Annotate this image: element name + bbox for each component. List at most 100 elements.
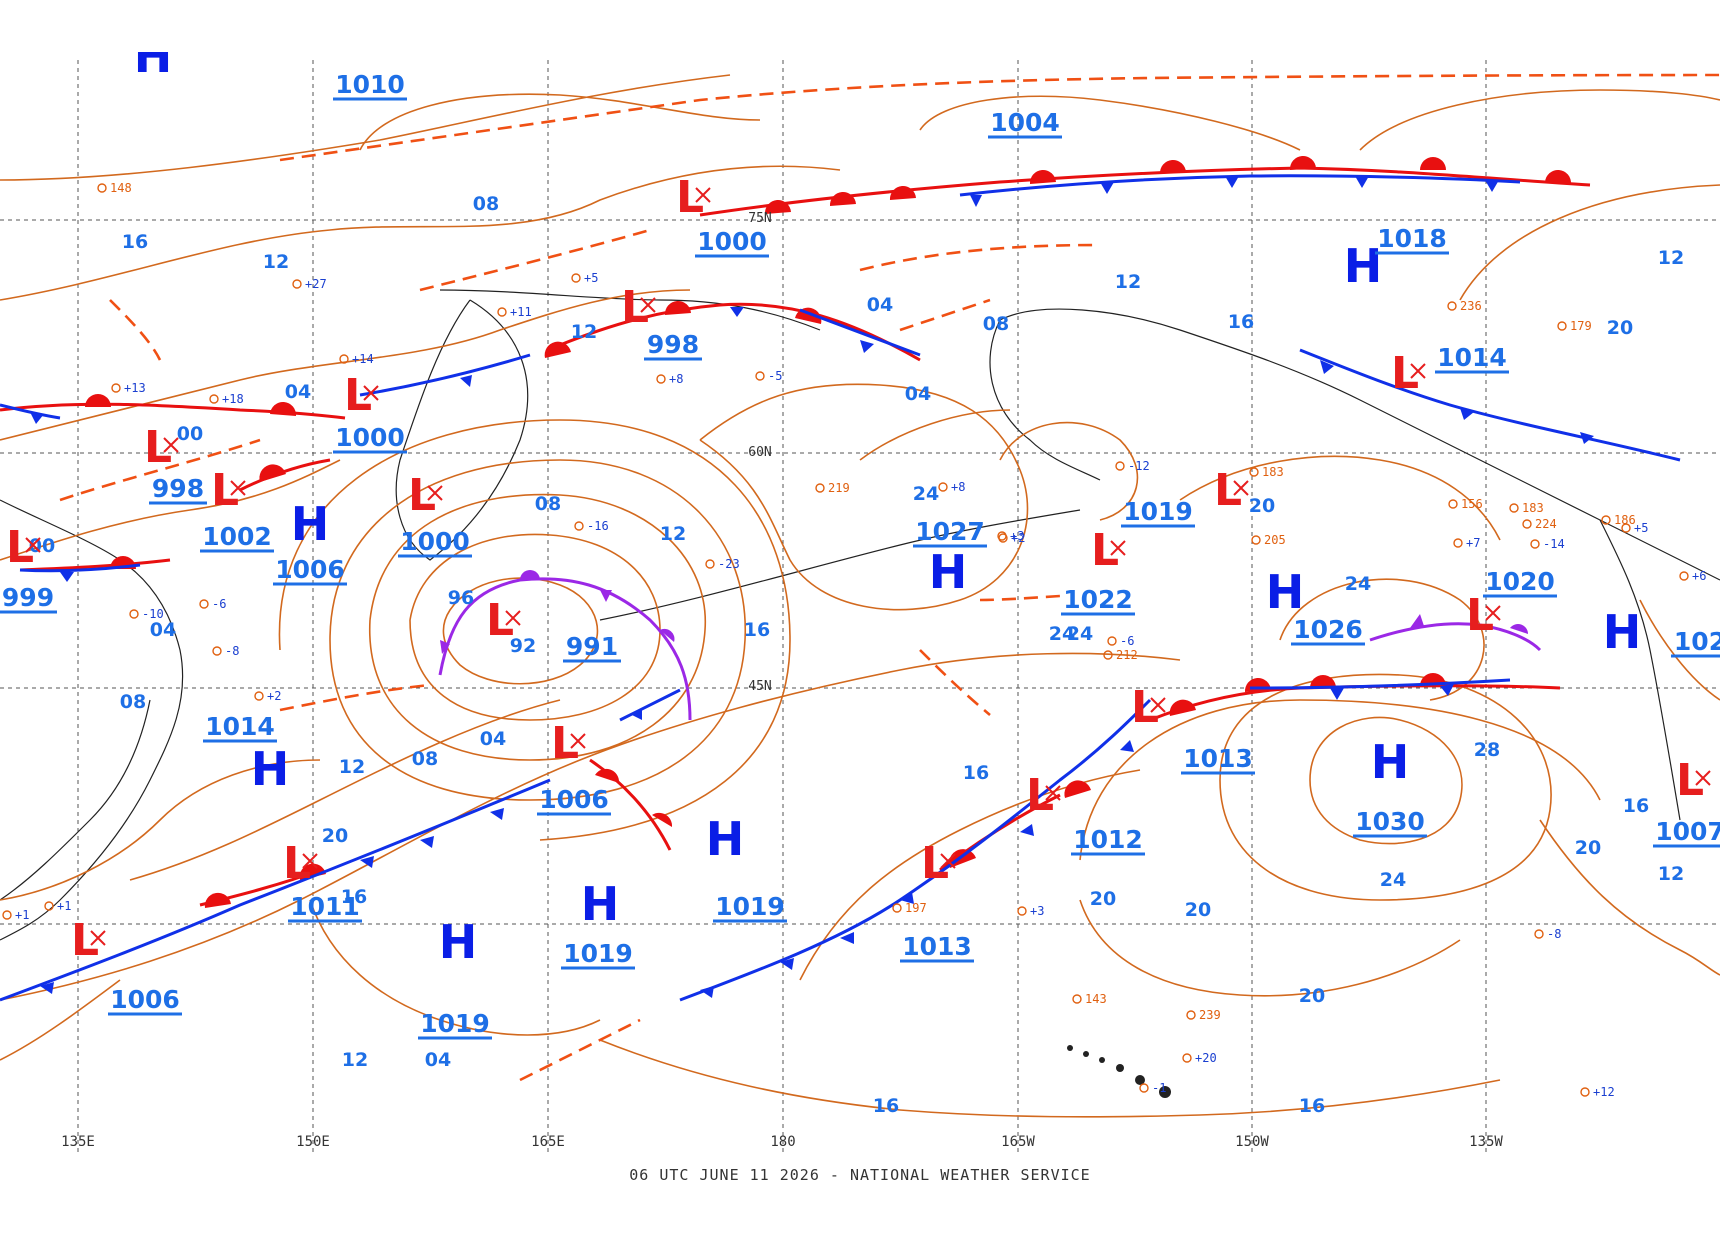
station-value: 212 xyxy=(1116,648,1138,662)
station-circle-icon xyxy=(997,531,1007,541)
station-value: -12 xyxy=(1128,459,1150,473)
pressure-centers: HH1006H1014H1019H1019H1019H1027H1026H101… xyxy=(0,52,1720,1040)
station-value: 205 xyxy=(1264,533,1286,547)
low-center-cross-icon xyxy=(1485,605,1501,621)
central-pressure-value: 1014 xyxy=(205,712,275,741)
isobar-value-label: 00 xyxy=(29,535,55,557)
trough-siberia xyxy=(419,228,651,292)
isobar-value-label: 04 xyxy=(905,383,931,405)
low-center-cross-icon xyxy=(1110,540,1126,556)
coast-alaska-west xyxy=(989,319,1101,481)
central-pressure-value: 1006 xyxy=(110,985,180,1014)
low-center-cross-icon xyxy=(427,485,443,501)
low-center-cross-icon xyxy=(695,187,711,203)
longitude-label: 135E xyxy=(61,1134,95,1150)
station-value: +18 xyxy=(222,392,244,406)
warm-front-okhotsk xyxy=(0,402,346,420)
trough-sea-okhotsk xyxy=(59,438,261,502)
high-symbol: H xyxy=(706,812,745,866)
trough-sw xyxy=(519,1018,641,1082)
station-circle-icon xyxy=(1251,535,1261,545)
cold-fronts xyxy=(0,174,1681,1002)
station-circle-icon xyxy=(44,901,54,911)
high-symbol: H xyxy=(929,545,968,599)
high-pressure-center: H 1019 xyxy=(561,877,635,970)
station-circle-icon xyxy=(1115,461,1125,471)
trough-nw-pacific xyxy=(279,683,431,712)
high-symbol: H xyxy=(1266,565,1305,619)
station-values: 148 -10 -6 +1 -8 +2 +1 +18 +13 +14 +27 +11 +5 -16 -23 +… xyxy=(2,181,1706,1099)
isobar-value-label: 16 xyxy=(341,886,367,908)
central-pressure-value: 998 xyxy=(647,330,699,359)
isobar-value-label: 12 xyxy=(660,523,686,545)
station-value: +8 xyxy=(951,480,965,494)
high-pressure-center: H xyxy=(134,52,173,83)
station-value: 148 xyxy=(110,181,132,195)
isobar-value-label: 20 xyxy=(1249,495,1275,517)
station-circle-icon xyxy=(1601,515,1611,525)
isobar-value-label: 16 xyxy=(744,619,770,641)
cold-front-japan xyxy=(19,563,141,573)
station-value: 186 xyxy=(1614,513,1636,527)
central-pressure-value: 1000 xyxy=(335,423,405,452)
cold-front-bering xyxy=(799,308,921,357)
station-circle-icon xyxy=(2,910,12,920)
central-pressure-value: 991 xyxy=(566,632,618,661)
high-symbol: H xyxy=(291,497,330,551)
isobar-value-label: 16 xyxy=(1299,1095,1325,1117)
coordinate-labels: 135E 150E 165E 180 165W 150W 135W 75N 60N 45N xyxy=(61,211,1503,1150)
station-value: +1 xyxy=(15,908,29,922)
warm-front-arctic xyxy=(699,166,1591,217)
station-value: +3 xyxy=(1010,529,1024,543)
station-circle-icon xyxy=(1249,467,1259,477)
station-circle-icon xyxy=(497,307,507,317)
isobar-value-label: 12 xyxy=(339,756,365,778)
low-center-cross-icon xyxy=(90,930,106,946)
central-pressure-value: 1002 xyxy=(202,522,272,551)
station-value: +2 xyxy=(1011,531,1025,545)
isobar-value-label: 16 xyxy=(963,762,989,784)
station-circle-icon xyxy=(1139,1083,1149,1093)
station-circle-icon xyxy=(571,273,581,283)
station-value: 219 xyxy=(828,481,850,495)
isobar-value-label: 20 xyxy=(1607,317,1633,339)
isobar-value-label: 96 xyxy=(448,587,474,609)
station-value: 239 xyxy=(1199,1008,1221,1022)
cold-front-dateline-tail xyxy=(619,688,681,722)
station-value: +13 xyxy=(124,381,146,395)
station-circle-icon xyxy=(1453,538,1463,548)
station-value: -16 xyxy=(587,519,609,533)
isobar-value-label: 16 xyxy=(1228,311,1254,333)
longitude-label: 165E xyxy=(531,1134,565,1150)
station-value: +1 xyxy=(57,899,71,913)
station-value: -6 xyxy=(1120,634,1134,648)
occluded-front-gulf xyxy=(1369,622,1542,652)
station-circle-icon xyxy=(1534,929,1544,939)
station-value: -23 xyxy=(718,557,740,571)
station-circle-icon xyxy=(339,354,349,364)
high-pressure-center: H 102 xyxy=(1603,605,1720,659)
station-circle-icon xyxy=(97,183,107,193)
trough-arctic xyxy=(279,73,1720,162)
central-pressure-value: 1012 xyxy=(1073,825,1143,854)
cold-front-midpac xyxy=(679,698,1152,1002)
isobar-value-label: 24 xyxy=(1067,623,1093,645)
isobar-value-label: 12 xyxy=(1658,863,1684,885)
station-circle-icon xyxy=(1509,503,1519,513)
station-value: +8 xyxy=(669,372,683,386)
station-circle-icon xyxy=(1580,1087,1590,1097)
station-value: 183 xyxy=(1262,465,1284,479)
warm-front-dateline xyxy=(589,758,672,851)
isobar-value-label: 24 xyxy=(1049,623,1075,645)
central-pressure-value: 1019 xyxy=(563,939,633,968)
low-center-cross-icon xyxy=(163,437,179,453)
longitude-label: 165W xyxy=(1001,1134,1035,1150)
low-center-cross-icon xyxy=(940,853,956,869)
